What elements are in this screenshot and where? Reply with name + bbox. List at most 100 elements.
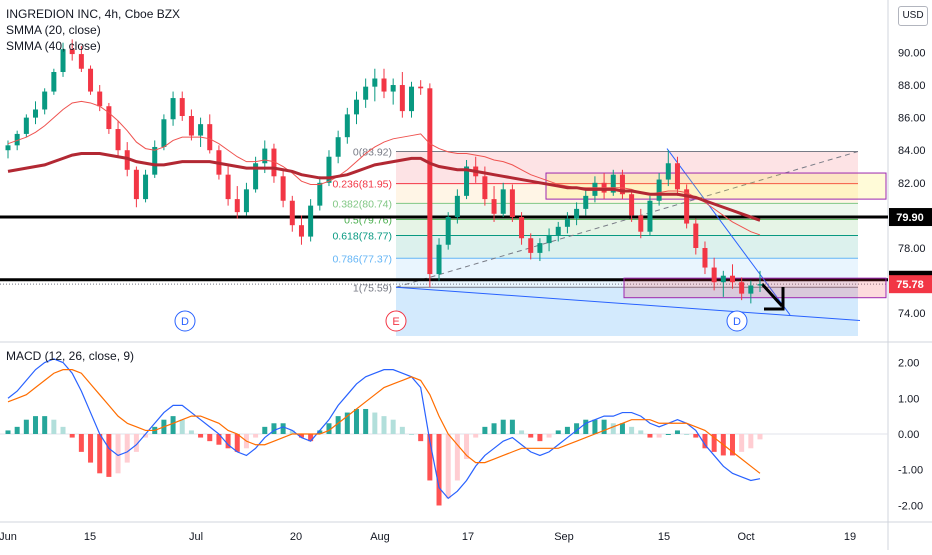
moving-averages (7, 100, 761, 236)
resistance-box (545, 172, 887, 200)
macd-histogram-bar (711, 434, 717, 452)
macd-histogram-bar (253, 434, 259, 438)
candle-body (42, 91, 48, 110)
event-marker-label: E (392, 316, 399, 328)
candle-body (308, 205, 314, 237)
candle-body (344, 114, 350, 138)
macd-legend: MACD (12, 26, close, 9) (6, 348, 134, 364)
candle-body (564, 218, 570, 227)
candle-body (574, 208, 580, 219)
candle-body (390, 85, 396, 92)
candle-body (665, 163, 671, 180)
price-tick-label: 82.00 (898, 178, 926, 190)
time-tick-label: Jun (0, 531, 17, 543)
candle-body (711, 267, 717, 283)
event-marker-label: D (181, 316, 189, 328)
macd-histogram-bar (729, 434, 735, 456)
candle-body (161, 119, 167, 147)
candle-body (399, 85, 405, 112)
currency-button[interactable]: USD (898, 6, 928, 26)
candle-body (629, 194, 635, 216)
fib-level-label: 0.236(81.95) (332, 179, 392, 191)
macd-histogram-bar (656, 434, 662, 438)
macd-histogram-bar (509, 419, 515, 434)
macd-histogram-bar (546, 434, 552, 438)
candle-body (5, 145, 11, 151)
price-tick-label: 88.00 (898, 80, 926, 92)
candle-body (739, 282, 745, 294)
macd-histogram-bar (390, 419, 396, 434)
candle-body (271, 148, 277, 177)
time-tick-label: Jul (189, 531, 203, 543)
macd-histogram-bar (170, 416, 176, 434)
time-axis[interactable]: Jun 15 Jul 20 Aug 17 Sep 15 Oct 19 (0, 531, 856, 543)
candle-body (198, 124, 204, 136)
down-arrow-drawing (760, 282, 785, 311)
candle-body (500, 189, 506, 214)
candle-body (124, 150, 130, 170)
fib-level-label: 0.618(78.77) (332, 230, 392, 242)
macd-histogram-bar (693, 434, 699, 438)
candle-body (69, 49, 75, 55)
macd-histogram-bar (638, 430, 644, 434)
candle-body (262, 148, 268, 164)
candle-body (509, 189, 515, 218)
macd-histogram-bar (353, 408, 359, 434)
macd-histogram-bar (317, 430, 323, 434)
event-marker (385, 310, 407, 332)
candle-body (133, 169, 139, 200)
candle-body (353, 99, 359, 115)
price-label-bg (889, 275, 932, 294)
macd-histogram-bar (454, 434, 460, 481)
candle-body (491, 199, 497, 214)
candle-body (152, 146, 158, 175)
fib-level-label: 0.382(80.74) (332, 198, 392, 210)
macd-histogram-bar (326, 423, 332, 434)
macd-histogram-bar (33, 416, 39, 434)
macd-histogram-bar (464, 434, 470, 460)
candle-body (555, 226, 561, 235)
candle-body (427, 88, 433, 275)
macd-histogram-bar (537, 434, 543, 442)
macd-histogram-bar (69, 434, 75, 438)
price-tick-label: 90.00 (898, 47, 926, 59)
macd-histogram-bar (106, 434, 112, 477)
time-tick-label: 17 (462, 531, 474, 543)
descending-trend-line (666, 148, 791, 316)
macd-histogram-bar (207, 434, 213, 442)
price-axis[interactable]: 74.0076.0078.0080.0082.0084.0086.0088.00… (889, 47, 932, 320)
macd-histogram-bar (473, 434, 479, 438)
candle-body (179, 98, 185, 116)
candle-body (170, 98, 176, 120)
macd-histogram-bar (198, 434, 204, 438)
macd-histogram-bar (216, 434, 222, 445)
candle-body (14, 133, 20, 146)
macd-histogram-bar (363, 408, 369, 434)
candle-body (674, 163, 680, 190)
candle-body (537, 243, 543, 253)
macd-histogram-bar (601, 419, 607, 434)
macd-histogram-bar (739, 434, 745, 452)
macd-histogram-bar (702, 434, 708, 449)
macd-tick-label: 2.00 (898, 358, 919, 370)
macd-histogram-bar (482, 426, 488, 434)
macd-histogram-bar (14, 426, 20, 434)
fib-zone (396, 219, 858, 236)
price-label: 75.78 (896, 279, 924, 291)
candle-body (326, 156, 332, 183)
candle-body (280, 176, 286, 201)
candle-body (748, 285, 754, 294)
macd-histogram-bar (133, 434, 139, 452)
macd-signal-line (7, 369, 761, 474)
macd-histogram-bar (555, 430, 561, 434)
candle-body (298, 225, 304, 237)
macd-histogram-bar (143, 434, 149, 438)
macd-histogram-bar (409, 434, 415, 435)
macd-histogram-bar (574, 423, 580, 434)
price-tick-label: 84.00 (898, 145, 926, 157)
candle-body (317, 182, 323, 206)
